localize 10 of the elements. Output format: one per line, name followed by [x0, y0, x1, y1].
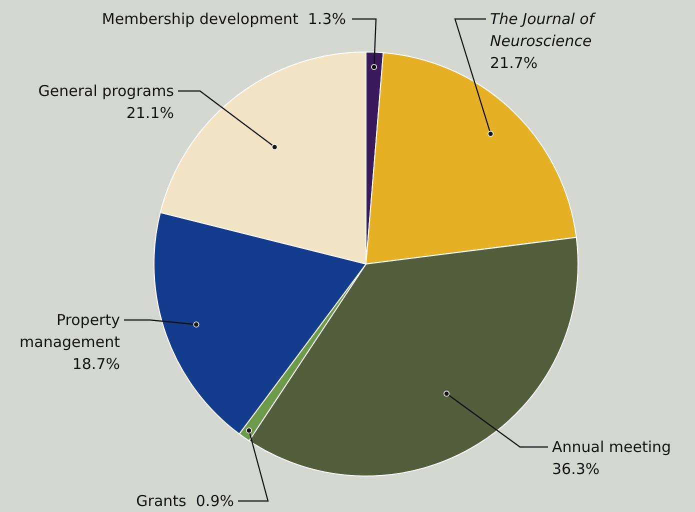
data-label: 18.7%: [72, 355, 120, 373]
slice-label: The Journal of Neuroscience: [490, 10, 597, 50]
slice-label: Property management: [20, 311, 120, 351]
slice-label: Membership development 1.3%: [102, 10, 346, 28]
data-label: 21.7%: [490, 54, 538, 72]
slice-label: Annual meeting: [552, 438, 672, 456]
data-label: 36.3%: [552, 460, 600, 478]
slice-label: Grants 0.9%: [136, 492, 234, 510]
data-label: 21.1%: [126, 104, 174, 122]
slice-label: General programs: [38, 82, 174, 100]
